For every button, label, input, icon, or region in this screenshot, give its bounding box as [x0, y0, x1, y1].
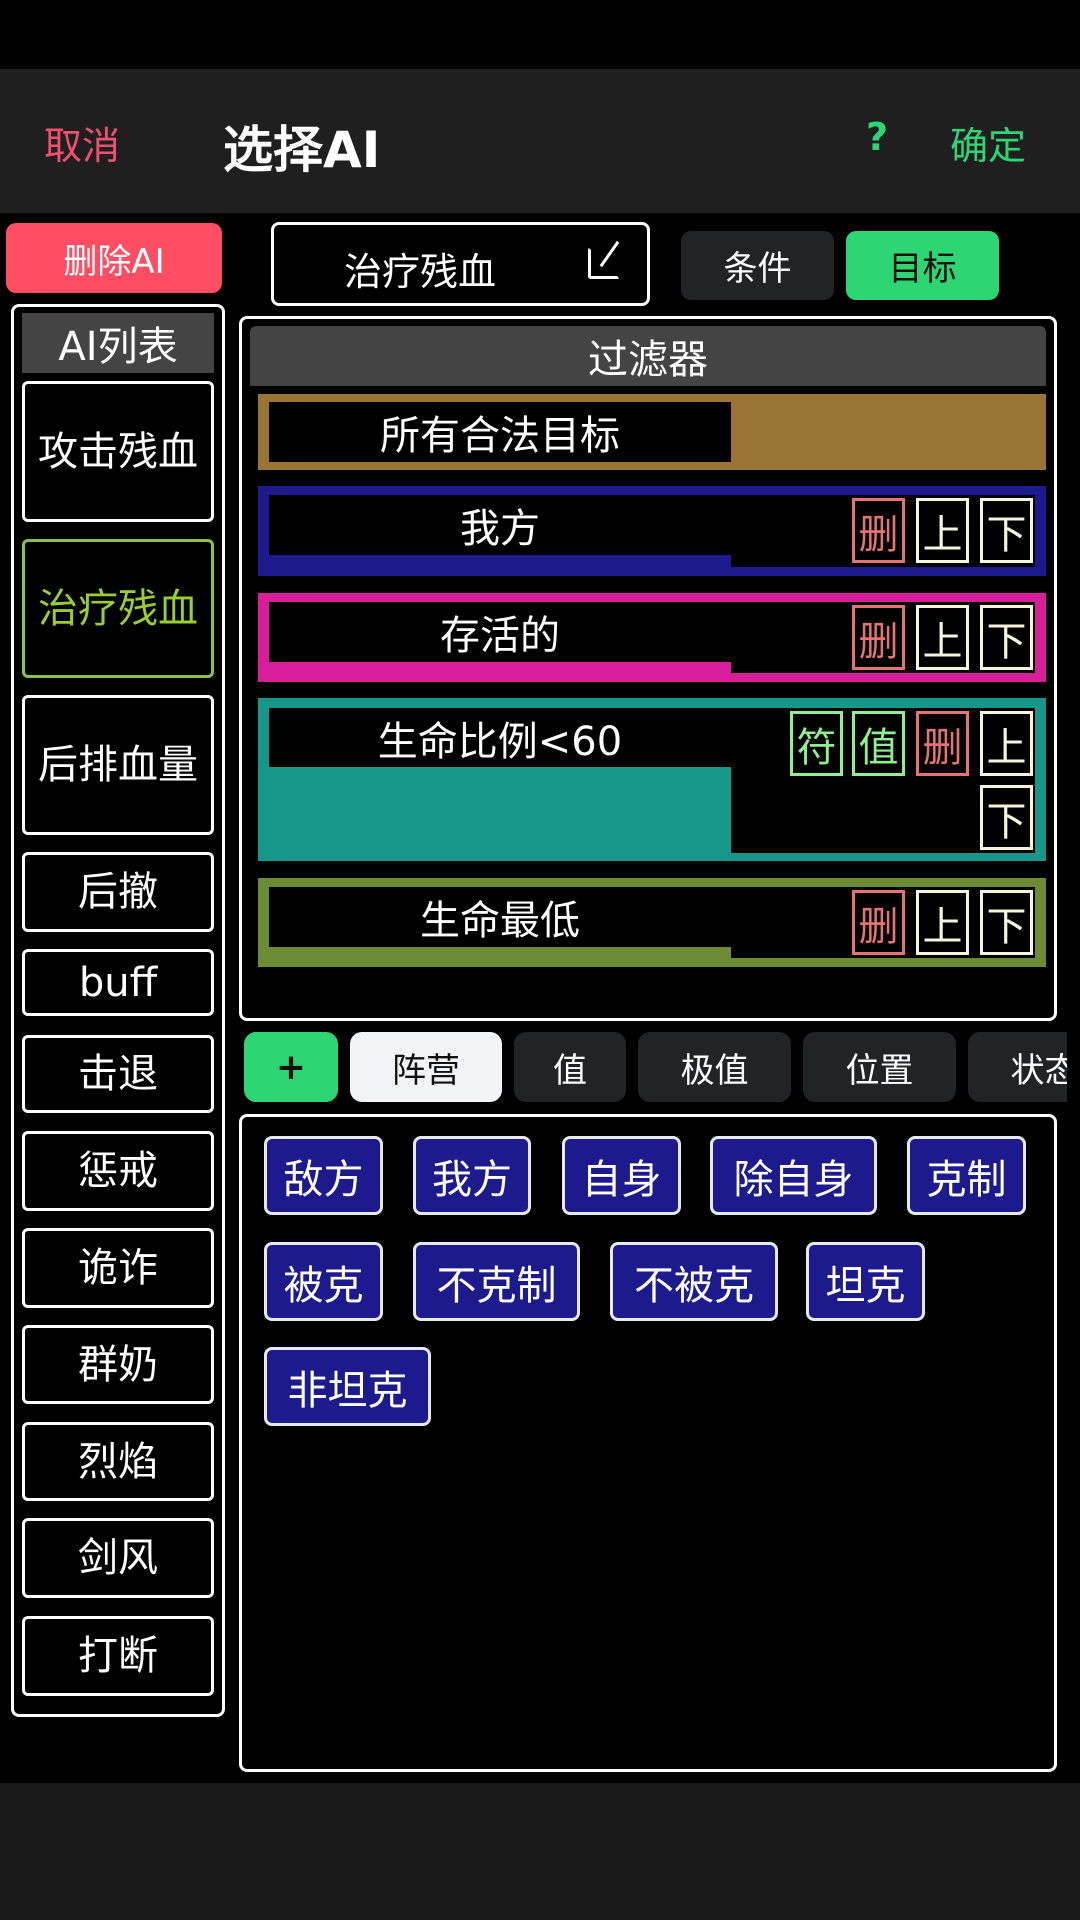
option-button[interactable]: 不克制 [413, 1242, 580, 1321]
move-down-button[interactable]: 下 [980, 890, 1033, 955]
filter-row[interactable]: 生命比例<60 符 值 删 上 下 [258, 698, 1046, 861]
move-up-button[interactable]: 上 [916, 890, 969, 955]
ai-item[interactable]: 攻击残血 [22, 381, 214, 522]
delete-ai-button[interactable]: 删除AI [6, 223, 222, 293]
ai-list-panel [11, 304, 225, 1717]
filter-row[interactable]: 存活的 删 上 下 [258, 593, 1046, 682]
filter-row[interactable]: 我方 删 上 下 [258, 486, 1046, 576]
tab-value[interactable]: 值 [514, 1032, 626, 1102]
filter-row-label: 存活的 [269, 602, 731, 662]
filter-title: 过滤器 [250, 326, 1046, 386]
ai-item[interactable]: 击退 [22, 1035, 214, 1113]
edit-icon[interactable] [588, 247, 620, 279]
ai-list-title: AI列表 [22, 313, 214, 373]
option-button[interactable]: 除自身 [710, 1136, 877, 1215]
move-up-button[interactable]: 上 [916, 605, 969, 670]
ai-item[interactable]: 剑风 [22, 1518, 214, 1598]
filter-row-label: 生命比例<60 [269, 708, 731, 767]
filter-row-label: 生命最低 [269, 887, 731, 947]
ai-item[interactable]: 打断 [22, 1616, 214, 1696]
tab-condition[interactable]: 条件 [681, 231, 834, 300]
operator-button[interactable]: 符 [790, 711, 843, 776]
tab-target[interactable]: 目标 [846, 231, 999, 300]
ai-item[interactable]: 惩戒 [22, 1131, 214, 1211]
filter-row[interactable]: 所有合法目标 [258, 394, 1046, 470]
ai-item[interactable]: 烈焰 [22, 1422, 214, 1501]
tab-status[interactable]: 状态 [968, 1032, 1067, 1102]
delete-button[interactable]: 删 [852, 890, 905, 955]
ai-name-field[interactable]: 治疗残血 [271, 222, 650, 306]
ai-item[interactable]: 后撤 [22, 852, 214, 932]
delete-button[interactable]: 删 [852, 605, 905, 670]
options-panel [239, 1114, 1057, 1772]
tab-extreme[interactable]: 极值 [638, 1032, 791, 1102]
delete-button[interactable]: 删 [852, 498, 905, 563]
tab-scroll-clip: 状态 [968, 1032, 1067, 1102]
confirm-button[interactable]: 确定 [950, 124, 1027, 168]
filter-row[interactable]: 生命最低 删 上 下 [258, 878, 1046, 967]
option-button[interactable]: 我方 [413, 1136, 531, 1215]
bottom-bar [0, 1783, 1080, 1920]
page-title: 选择AI [223, 121, 381, 179]
move-down-button[interactable]: 下 [980, 605, 1033, 670]
ai-item-selected[interactable]: 治疗残血 [22, 539, 214, 678]
tab-camp[interactable]: 阵营 [350, 1032, 502, 1102]
move-down-button[interactable]: 下 [980, 498, 1033, 563]
option-button[interactable]: 克制 [907, 1136, 1026, 1215]
filter-panel [239, 316, 1057, 1021]
option-button[interactable]: 敌方 [264, 1136, 383, 1215]
option-button[interactable]: 不被克 [610, 1242, 778, 1321]
cancel-button[interactable]: 取消 [44, 124, 121, 168]
option-button[interactable]: 坦克 [806, 1242, 925, 1321]
option-button[interactable]: 被克 [264, 1242, 383, 1321]
move-down-button[interactable]: 下 [980, 785, 1033, 850]
move-up-button[interactable]: 上 [916, 498, 969, 563]
help-button[interactable]: ? [866, 115, 889, 159]
ai-item[interactable]: 群奶 [22, 1325, 214, 1404]
ai-item[interactable]: buff [22, 949, 214, 1016]
move-up-button[interactable]: 上 [980, 711, 1033, 776]
option-button[interactable]: 自身 [562, 1136, 681, 1215]
value-button[interactable]: 值 [852, 711, 905, 776]
option-button[interactable]: 非坦克 [264, 1347, 431, 1426]
filter-row-label: 所有合法目标 [269, 402, 731, 462]
filter-row-label: 我方 [269, 495, 731, 555]
delete-button[interactable]: 删 [916, 711, 969, 776]
header-bar [0, 69, 1080, 213]
ai-name-value: 治疗残血 [344, 250, 497, 294]
add-filter-button[interactable]: + [244, 1032, 338, 1102]
ai-item[interactable]: 诡诈 [22, 1228, 214, 1308]
ai-item[interactable]: 后排血量 [22, 695, 214, 835]
tab-position[interactable]: 位置 [803, 1032, 956, 1102]
